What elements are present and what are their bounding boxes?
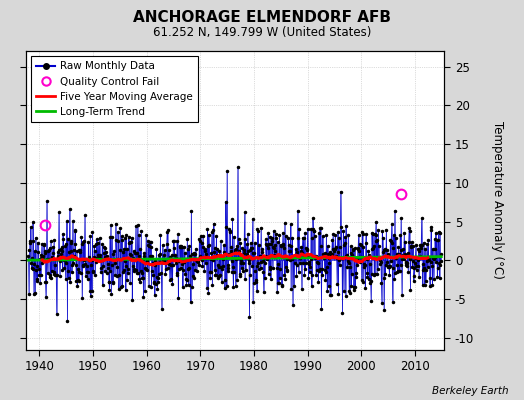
Text: Berkeley Earth: Berkeley Earth [432,386,508,396]
Y-axis label: Temperature Anomaly (°C): Temperature Anomaly (°C) [491,121,504,279]
Text: ANCHORAGE ELMENDORF AFB: ANCHORAGE ELMENDORF AFB [133,10,391,25]
Legend: Raw Monthly Data, Quality Control Fail, Five Year Moving Average, Long-Term Tren: Raw Monthly Data, Quality Control Fail, … [31,56,198,122]
Text: 61.252 N, 149.799 W (United States): 61.252 N, 149.799 W (United States) [153,26,371,39]
